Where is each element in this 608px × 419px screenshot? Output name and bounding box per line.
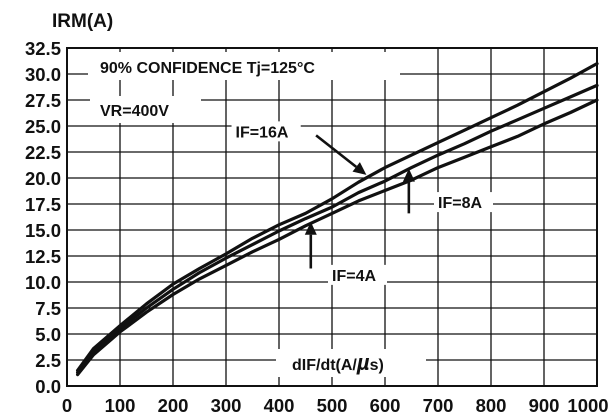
series-label-box-if-4a xyxy=(328,264,387,285)
x-tick-label: 600 xyxy=(370,395,401,416)
y-tick-label: 32.5 xyxy=(25,38,61,59)
x-tick-label: 500 xyxy=(317,395,348,416)
y-tick-label: 0.0 xyxy=(35,376,61,397)
tick-labels: 0.0 2.5 5.0 7.5 10.0 12.5 15.0 17.5 20.0 22.5 25.0… xyxy=(25,38,608,416)
arrow-if-16a xyxy=(315,134,358,168)
y-tick-label: 30.0 xyxy=(25,64,61,85)
series-label-if-8a: IF=8A xyxy=(438,195,482,212)
y-tick-label: 2.5 xyxy=(35,350,61,371)
x-tick-label: 900 xyxy=(529,395,560,416)
series-label-if-16a: IF=16A xyxy=(236,124,289,141)
plot-frame xyxy=(66,47,598,387)
x-tick-label: 700 xyxy=(423,395,454,416)
series-label-box-if-16a xyxy=(231,121,301,142)
vr-box xyxy=(90,96,201,123)
y-tick-label: 7.5 xyxy=(35,298,61,319)
series-line-if-4a xyxy=(75,98,599,377)
y-tick-label: 10.0 xyxy=(25,272,61,293)
series-label-if-4a: IF=4A xyxy=(332,268,376,285)
series-labels: IF=16A IF=8A IF=4A xyxy=(231,121,493,285)
arrowhead-if-16a xyxy=(352,162,367,175)
x-tick-label: 0 xyxy=(62,395,72,416)
series-line-if-16a xyxy=(75,61,599,372)
y-tick-label: 12.5 xyxy=(25,246,61,267)
confidence-annotation: 90% CONFIDENCE Tj=125°C xyxy=(100,60,315,77)
series-line-if-8a xyxy=(75,83,599,375)
y-tick-label: 20.0 xyxy=(25,168,61,189)
xlabel-box xyxy=(276,349,426,377)
series-label-box-if-8a xyxy=(434,192,493,213)
x-tick-label: 300 xyxy=(211,395,242,416)
arrowhead-if-8a xyxy=(402,168,415,182)
confidence-box xyxy=(88,52,400,80)
series-curves xyxy=(75,61,599,377)
y-tick-label: 15.0 xyxy=(25,220,61,241)
y-axis-label: IRM(A) xyxy=(52,11,113,32)
annotations: 90% CONFIDENCE Tj=125°C VR=400V dIF/dt(A… xyxy=(88,52,426,377)
y-tick-label: 5.0 xyxy=(35,324,61,345)
y-tick-label: 17.5 xyxy=(25,194,61,215)
x-tick-label: 400 xyxy=(264,395,295,416)
vr-annotation: VR=400V xyxy=(100,103,169,120)
y-tick-label: 27.5 xyxy=(25,90,61,111)
x-tick-label: 1000 xyxy=(567,395,608,416)
x-tick-label: 100 xyxy=(105,395,136,416)
x-axis-label: dIF/dt(A/µs) xyxy=(292,350,384,375)
y-tick-label: 22.5 xyxy=(25,142,61,163)
x-tick-label: 200 xyxy=(158,395,189,416)
y-tick-label: 25.0 xyxy=(25,116,61,137)
x-tick-label: 800 xyxy=(476,395,507,416)
arrowhead-if-4a xyxy=(304,221,317,235)
